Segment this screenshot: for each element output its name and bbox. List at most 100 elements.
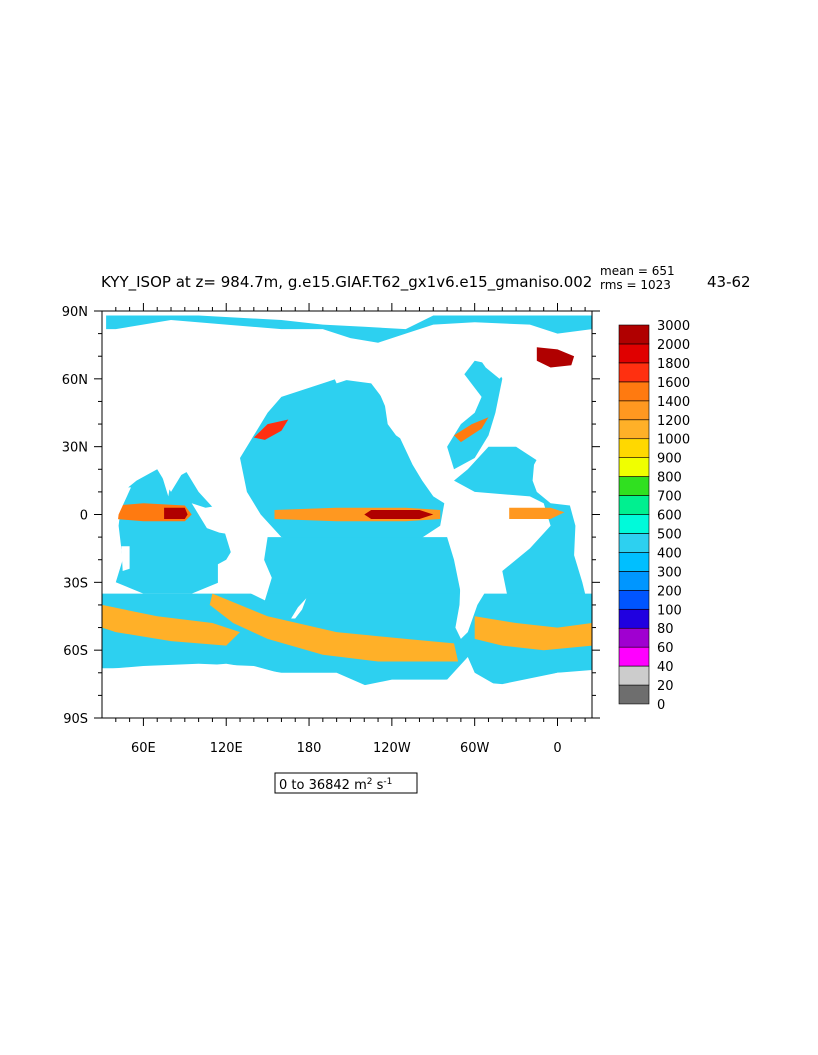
colorbar-label: 900 xyxy=(657,452,682,467)
colorbar-label: 1800 xyxy=(657,357,690,372)
y-tick-label: 0 xyxy=(80,509,88,524)
colorbar-swatch xyxy=(618,608,650,629)
land-new-zealand xyxy=(291,598,307,619)
field-region-equatorial-core-pacific xyxy=(364,510,434,519)
land-antarctica xyxy=(102,657,558,718)
colorbar-label: 0 xyxy=(657,698,665,713)
colorbar-label: 20 xyxy=(657,679,674,694)
colorbar-swatch xyxy=(618,324,650,345)
mean-stat: mean = 651 xyxy=(600,264,675,278)
land-antarctica xyxy=(557,669,592,718)
colorbar-label: 200 xyxy=(657,584,682,599)
land-australia xyxy=(217,539,272,601)
axis-ticks: 60E 120E 180 120W 60W 0 90N 60N 30N 0 30S 60S 90S xyxy=(62,303,600,756)
land-africa xyxy=(532,430,592,594)
colorbar-swatch xyxy=(618,514,650,534)
field-region-acc-band-1 xyxy=(209,593,459,662)
x-tick-label: 60E xyxy=(131,741,156,756)
colorbar-swatch xyxy=(618,589,650,610)
land-svalbard xyxy=(77,334,95,343)
range-label-sup-1: 2 xyxy=(367,777,373,787)
x-tick-label: 180 xyxy=(297,741,322,756)
colorbar-swatch xyxy=(618,400,650,421)
field-region-north-pacific xyxy=(240,378,445,549)
colorbar-swatch xyxy=(618,627,650,648)
land-mask-layer xyxy=(29,326,803,718)
colorbar-swatch xyxy=(618,552,650,572)
colorbar-swatch xyxy=(618,646,650,667)
colorbar-swatch xyxy=(618,343,650,364)
colorbar-label: 700 xyxy=(657,490,682,505)
land-south-america xyxy=(447,491,510,639)
range-label: 0 to 36842 m2 s-1 xyxy=(279,777,392,793)
land-africa xyxy=(102,443,131,581)
land-indonesia xyxy=(191,503,268,535)
colorbar-label: 80 xyxy=(657,622,674,637)
rms-stat: rms = 1023 xyxy=(600,278,671,292)
colorbar-label: 40 xyxy=(657,660,674,675)
colorbar-label: 1600 xyxy=(657,376,690,391)
x-tick-label: 120E xyxy=(210,741,243,756)
colorbar-label: 1400 xyxy=(657,395,690,410)
land-svalbard xyxy=(574,333,592,343)
x-tick-label: 60W xyxy=(460,741,490,756)
y-tick-label: 60S xyxy=(63,644,88,659)
land-europe-asia xyxy=(102,340,323,497)
field-region-kuroshio xyxy=(253,419,289,440)
field-region-arctic xyxy=(106,315,592,343)
colorbar-swatch xyxy=(618,419,650,440)
y-tick-label: 30N xyxy=(62,441,88,456)
colorbar-swatch xyxy=(618,438,650,458)
field-region-gulf-stream xyxy=(454,417,489,443)
land-europe-asia xyxy=(543,367,592,432)
chart-title: KYY_ISOP at z= 984.7m, g.e15.GIAF.T62_gx… xyxy=(101,273,592,292)
colorbar-label: 100 xyxy=(657,603,682,618)
land-uk xyxy=(52,383,60,401)
field-region-equatorial-atlantic xyxy=(509,507,565,519)
field-region-acc-band-3 xyxy=(474,616,592,651)
land-north-america xyxy=(329,344,482,497)
chart-title-suffix: 43-62 xyxy=(707,273,751,291)
land-japan xyxy=(240,415,257,443)
colorbar-swatch xyxy=(618,476,650,496)
colorbar-label: 1000 xyxy=(657,433,690,448)
colorbar-label: 300 xyxy=(657,565,682,580)
y-tick-label: 90S xyxy=(63,712,88,727)
range-label-box xyxy=(274,772,418,794)
field-region-greenland-hotspot xyxy=(536,347,575,368)
colorbar-label: 2000 xyxy=(657,338,690,353)
y-tick-label: 30S xyxy=(63,576,88,591)
colorbar-label: 3000 xyxy=(657,319,690,334)
colorbar-swatch xyxy=(618,495,650,515)
land-iceland xyxy=(525,365,539,370)
y-tick-label: 60N xyxy=(62,373,88,388)
land-madagascar xyxy=(121,546,130,571)
colorbar: 0 20 40 60 80 100 200 300 400 500 600 700 800 900 1000… xyxy=(618,319,690,713)
colorbar-swatch xyxy=(618,665,650,686)
field-region-indian-ocean xyxy=(115,469,234,594)
x-tick-label: 120W xyxy=(373,741,411,756)
colorbar-label: 400 xyxy=(657,546,682,561)
x-tick-label: 0 xyxy=(553,741,561,756)
colorbar-swatch xyxy=(618,684,650,705)
colorbar-label: 1200 xyxy=(657,414,690,429)
colorbar-label: 500 xyxy=(657,528,682,543)
colorbar-label: 60 xyxy=(657,641,674,656)
range-label-main: 0 to 36842 m xyxy=(279,778,367,793)
colorbar-label: 600 xyxy=(657,509,682,524)
land-japan xyxy=(737,415,754,442)
land-new-zealand xyxy=(788,598,803,618)
land-iceland xyxy=(29,365,42,370)
field-region-acc-band-2 xyxy=(102,604,240,646)
field-region-equatorial-indian-core xyxy=(164,507,188,519)
colorbar-swatch xyxy=(618,533,650,553)
y-tick-label: 90N xyxy=(62,305,88,320)
land-greenland xyxy=(474,326,530,379)
land-uk xyxy=(549,383,558,402)
colorbar-swatch xyxy=(618,381,650,402)
colorbar-swatch xyxy=(618,457,650,477)
range-label-mid: s xyxy=(372,778,383,793)
colorbar-label: 800 xyxy=(657,471,682,486)
land-arabia xyxy=(108,446,141,486)
